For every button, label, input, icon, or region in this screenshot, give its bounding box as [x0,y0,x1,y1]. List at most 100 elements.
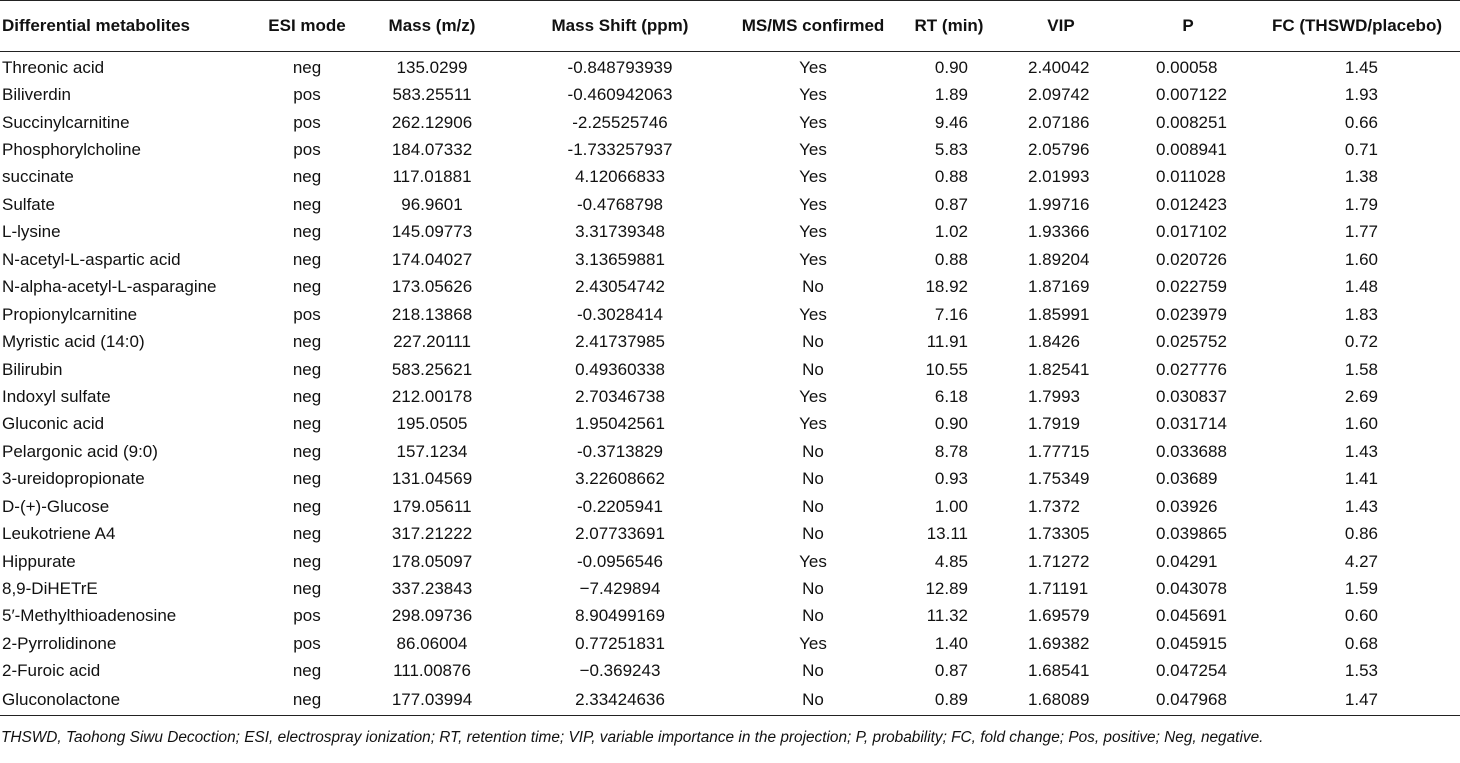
table-cell: 0.023979 [1156,304,1227,324]
table-cell: No [802,496,824,516]
table-cell: No [728,685,898,717]
table-row: N-acetyl-L-aspartic acid neg 174.04027 3.13… [0,246,1460,273]
table-row: Gluconic acid neg 195.0505 1.95042561 Yes 0.9… [0,411,1460,438]
table-cell: 9.46 [934,112,968,132]
table-cell: 1.71191 [1028,579,1089,599]
table-cell: -0.2205941 [576,496,664,516]
table-cell: 3.13659881 [575,249,665,269]
table-cell: succinate [2,167,74,187]
table-cell: 1.77 [1344,222,1378,242]
table-cell: 2.70346738 [575,386,665,406]
table-cell: 0.025752 [1156,332,1227,352]
table-cell: 13.11 [926,524,968,544]
table-cell: No [802,277,824,297]
table-cell: 1.7993 [1028,386,1080,406]
table-cell: 173.05626 [391,277,473,297]
metabolites-table: Differential metabolites ESI mode Mass (m/… [0,0,1460,717]
table-cell: 1.82541 [1028,359,1090,379]
table-cell: pos [293,633,321,653]
table-cell: 117.01881 [392,167,472,187]
table-cell: neg [292,441,322,461]
table-cell: 0.027776 [1156,359,1227,379]
table-cell: pos [293,85,321,105]
table-cell: 1.7919 [1028,414,1080,434]
table-cell: Sulfate [2,194,55,214]
table-cell: 0.011028 [1156,167,1226,187]
table-cell: pos [293,304,321,324]
table-cell: neg [292,386,322,406]
table-cell: 8.78 [934,441,968,461]
table-cell: 195.0505 [396,414,468,434]
table-cell: neg [292,167,322,187]
table-cell: 0.89 [898,685,1000,717]
table-cell: No [802,359,824,379]
table-cell: 1.69579 [1028,606,1090,626]
table-cell: 317.21222 [391,524,473,544]
table-row: 3-ureidopropionate neg 131.04569 3.22608662… [0,466,1460,493]
table-cell: L-lysine [2,222,61,242]
table-cell: Gluconic acid [2,414,105,434]
table-cell: -0.460942063 [567,85,673,105]
table-cell: neg [292,469,322,489]
table-cell: 1.83 [1344,304,1378,324]
table-cell: 135.0299 [396,57,468,77]
table-row: Sulfate neg 96.9601 -0.4768798 Yes 0.87 1.9971… [0,191,1460,218]
table-row: 2-Furoic acid neg 111.00876 −0.369243 No 0.87… [0,658,1460,685]
table-cell: Hippurate [2,551,76,571]
table-cell: N-alpha-acetyl-L-asparagine [2,277,217,297]
table-cell: 131.04569 [391,469,473,489]
table-cell: Yes [799,249,827,269]
table-cell: Indoxyl sulfate [2,386,111,406]
table-cell: 0.00058 [1156,57,1218,77]
column-header: Mass (m/z) [352,0,512,52]
table-cell: 1.89204 [1028,249,1090,269]
table-cell: 0.87 [934,194,968,214]
table-body: Threonic acid neg 135.0299 -0.848793939 Yes 0… [0,52,1460,717]
table-cell: Leukotriene A4 [2,524,116,544]
table-cell: 0.93 [934,469,968,489]
table-cell: No [802,524,824,544]
footnote: THSWD, Taohong Siwu Decoction; ESI, elec… [1,729,1264,747]
table-cell: 0.008941 [1156,140,1227,160]
table-cell: 583.25511 [392,85,472,105]
header-row: Differential metabolites ESI mode Mass (m/… [0,0,1460,52]
table-cell: Yes [799,551,827,571]
table-cell: 1.93 [1344,85,1378,105]
table-cell: 177.03994 [352,685,512,717]
table-cell: N-acetyl-L-aspartic acid [2,249,181,269]
table-cell: 0.03689 [1156,469,1218,489]
table-row: Biliverdin pos 583.25511 -0.460942063 Yes 1.8… [0,81,1460,108]
table-cell: Biliverdin [2,85,71,105]
table-cell: Pelargonic acid (9:0) [2,441,158,461]
table-cell: 1.89 [934,85,968,105]
column-header: FC (THSWD/placebo) [1254,0,1460,52]
table-cell: 184.07332 [391,140,473,160]
table-cell: 1.43 [1344,496,1378,516]
table-row: Propionylcarnitine pos 218.13868 -0.3028414… [0,301,1460,328]
table-cell: 178.05097 [391,551,473,571]
table-cell: 1.60 [1344,414,1378,434]
table-cell: 0.60 [1344,606,1378,626]
table-cell: 0.022759 [1156,277,1227,297]
column-header: Mass Shift (ppm) [512,0,728,52]
table-row: 5′-Methylthioadenosine pos 298.09736 8.9049… [0,603,1460,630]
table-cell: 2.33424636 [512,685,728,717]
table-cell: 18.92 [925,277,968,297]
table-cell: 2.07186 [1028,112,1090,132]
table-cell: Yes [799,57,827,77]
table-cell: pos [293,112,321,132]
table-cell: 0.86 [1344,524,1378,544]
table-cell: 1.95042561 [575,414,665,434]
table-cell: 11.32 [926,606,968,626]
table-cell: neg [292,551,322,571]
table-cell: 5′-Methylthioadenosine [2,606,177,626]
table-cell: pos [293,140,321,160]
table-cell: 3-ureidopropionate [2,469,145,489]
table-cell: 1.8426 [1028,332,1080,352]
table-cell: Yes [799,222,827,242]
column-header: Differential metabolites [0,0,262,52]
table-row: Gluconolactone neg 177.03994 2.33424636 No 0.… [0,685,1460,717]
table-cell: Yes [799,304,827,324]
table-cell: neg [292,57,322,77]
